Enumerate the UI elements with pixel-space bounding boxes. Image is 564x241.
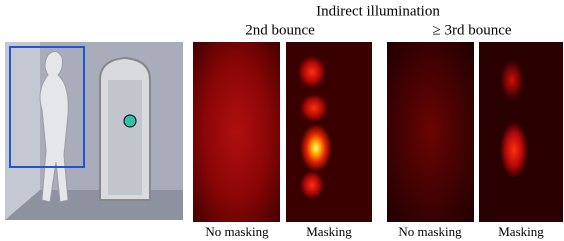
page: Indirect illumination 2nd bounce ≥ 3rd b… — [0, 0, 564, 241]
scene-image — [5, 42, 183, 220]
caption: No masking — [205, 224, 269, 239]
figure-title: Indirect illumination — [316, 3, 440, 19]
heatmap — [479, 42, 563, 222]
group-label: 2nd bounce — [245, 22, 315, 38]
heatmap — [193, 42, 280, 222]
caption: Masking — [306, 224, 352, 239]
caption: Masking — [498, 224, 544, 239]
figure: Indirect illumination 2nd bounce ≥ 3rd b… — [0, 0, 564, 241]
heatmap — [286, 42, 372, 222]
caption: No masking — [398, 224, 462, 239]
heatmap — [387, 42, 474, 222]
group-label: ≥ 3rd bounce — [432, 22, 511, 38]
